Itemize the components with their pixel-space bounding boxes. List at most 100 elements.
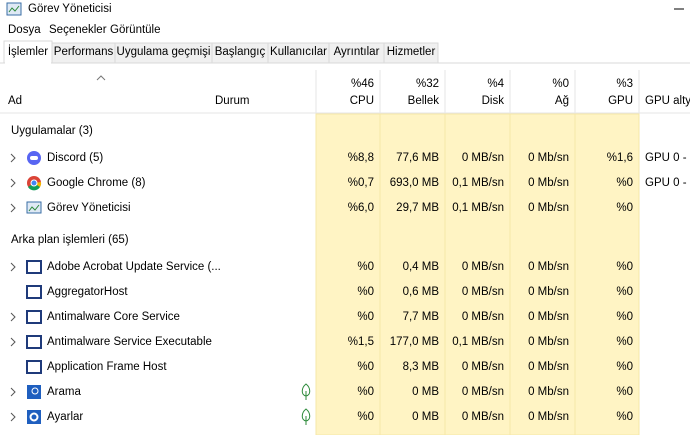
expand-chevron[interactable] [10,387,16,397]
tab-label[interactable]: Başlangıç [215,46,266,58]
suspended-leaf [301,408,311,425]
taskmgr-icon-graph [28,204,40,212]
metric-value: 0 Mb/sn [528,361,569,373]
chrome-icon-center [30,179,38,187]
metric-value: 0 MB [412,386,439,398]
tab-label[interactable]: İşlemler [8,45,48,58]
column-percent[interactable]: %32 [416,78,439,90]
metric-value: %0 [616,177,633,189]
expand-chevron[interactable] [10,312,16,322]
column-label[interactable]: GPU altyapısı [645,95,690,107]
column-percent[interactable]: %46 [351,78,374,90]
metric-value: 0 MB/sn [462,286,504,298]
process-name[interactable]: Antimalware Service Executable [47,336,212,348]
tab-label[interactable]: Performans [54,46,114,58]
process-name[interactable]: Google Chrome (8) [47,177,146,189]
metric-value: 0 Mb/sn [528,336,569,348]
metric-value: %1,6 [607,152,633,164]
process-name[interactable]: Discord (5) [47,152,103,164]
metric-value: 77,6 MB [396,152,439,164]
sort-arrow[interactable] [96,75,106,81]
process-name[interactable]: Ayarlar [47,411,83,423]
metric-value: 0 MB/sn [462,361,504,373]
column-label[interactable]: Ad [8,95,22,107]
metric-value: %0 [616,286,633,298]
column-label[interactable]: GPU [608,95,633,107]
metric-value: 177,0 MB [390,336,440,348]
expand-chevron[interactable] [10,178,16,188]
metric-value: %6,0 [348,202,374,214]
metric-value: 0,1 MB/sn [452,202,504,214]
expand-chevron[interactable] [10,412,16,422]
column-percent[interactable]: %4 [487,78,504,90]
service-icon [26,285,42,299]
service-icon [26,335,42,349]
metric-value: 0 Mb/sn [528,386,569,398]
metric-value: 0,6 MB [403,286,440,298]
menu-item[interactable]: Seçenekler [49,24,107,36]
discord-icon-face [30,156,38,160]
expand-chevron[interactable] [10,262,16,272]
column-heat [315,113,381,435]
metric-value: 29,7 MB [396,202,439,214]
gpu-engine: GPU 0 - 3D [645,177,690,189]
process-name[interactable]: Application Frame Host [47,361,167,373]
tab-label[interactable]: Ayrıntılar [334,46,380,58]
metric-value: %0 [616,202,633,214]
tab-label[interactable]: Uygulama geçmişi [117,46,211,58]
column-percent[interactable]: %3 [616,78,633,90]
process-name[interactable]: Arama [47,386,81,398]
metric-value: %0,7 [348,177,374,189]
process-name[interactable]: Adobe Acrobat Update Service (... [47,261,221,273]
metric-value: %8,8 [348,152,374,164]
column-label[interactable]: CPU [350,95,374,107]
service-icon [26,310,42,324]
tab-label[interactable]: Hizmetler [387,46,436,58]
active-tab-cover [5,62,51,64]
gpu-engine: GPU 0 - 3D [645,152,690,164]
metric-value: %0 [616,261,633,273]
menu-item[interactable]: Görüntüle [110,24,161,36]
column-heat [379,113,446,435]
column-percent[interactable]: %0 [552,78,569,90]
column-label[interactable]: Bellek [408,95,440,107]
metric-value: %0 [357,411,374,423]
settings-icon-gear [29,412,39,422]
service-icon [26,260,42,274]
metric-value: 7,7 MB [403,311,440,323]
search-icon [27,385,41,399]
column-label[interactable]: Disk [482,95,505,107]
settings-icon [27,410,41,424]
process-name[interactable]: Antimalware Core Service [47,311,180,323]
column-label[interactable]: Ağ [555,95,569,107]
metric-value: %0 [357,386,374,398]
metric-value: 0,4 MB [403,261,440,273]
search-icon-glass [31,387,39,395]
metric-value: 0 Mb/sn [528,411,569,423]
metric-value: 0 MB/sn [462,152,504,164]
process-name[interactable]: AggregatorHost [47,286,128,298]
metric-value: 0 Mb/sn [528,177,569,189]
metric-value: %0 [616,311,633,323]
metric-value: %1,5 [348,336,374,348]
tab-label[interactable]: Kullanıcılar [270,46,327,58]
metric-value: 0,1 MB/sn [452,336,504,348]
metric-value: %0 [357,286,374,298]
metric-value: 0 Mb/sn [528,311,569,323]
metric-value: %0 [357,361,374,373]
metric-value: %0 [616,336,633,348]
expand-chevron[interactable] [10,337,16,347]
group-title: Uygulamalar (3) [11,125,93,137]
column-label[interactable]: Durum [215,95,250,107]
metric-value: 0 MB/sn [462,261,504,273]
metric-value: %0 [616,386,633,398]
menu-item[interactable]: Dosya [8,24,41,36]
tab[interactable] [383,42,439,64]
expand-chevron[interactable] [10,153,16,163]
metric-value: %0 [616,361,633,373]
process-name[interactable]: Görev Yöneticisi [47,202,131,214]
metric-value: 0 Mb/sn [528,202,569,214]
expand-chevron[interactable] [10,203,16,213]
app-icon-graph [8,5,20,13]
